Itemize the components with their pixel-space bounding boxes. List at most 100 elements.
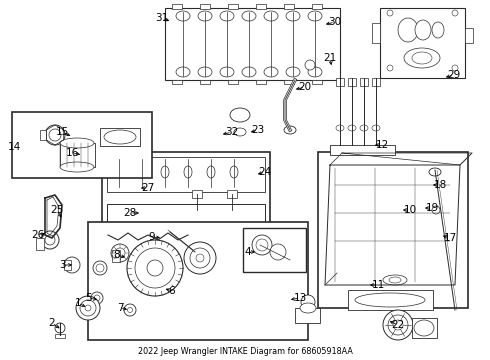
Bar: [12, 112, 152, 178]
Bar: [243, 228, 306, 272]
Text: 5: 5: [85, 293, 91, 303]
Ellipse shape: [300, 303, 316, 313]
Bar: [192, 190, 202, 198]
Bar: [40, 130, 46, 140]
Text: 29: 29: [447, 70, 461, 80]
Text: 15: 15: [55, 127, 69, 137]
Circle shape: [387, 65, 393, 71]
Text: 28: 28: [123, 208, 137, 218]
Text: 32: 32: [225, 127, 239, 137]
Text: 24: 24: [258, 167, 271, 177]
Circle shape: [452, 10, 458, 16]
Bar: [312, 4, 322, 9]
Circle shape: [301, 295, 315, 309]
Circle shape: [393, 320, 403, 330]
Circle shape: [85, 305, 91, 311]
Ellipse shape: [115, 166, 123, 178]
Circle shape: [127, 307, 132, 312]
Circle shape: [91, 292, 103, 304]
Bar: [88, 222, 308, 340]
Text: 23: 23: [251, 125, 265, 135]
Ellipse shape: [360, 125, 368, 131]
Text: 26: 26: [31, 230, 45, 240]
Circle shape: [111, 244, 129, 262]
Circle shape: [112, 250, 120, 258]
Bar: [318, 152, 468, 308]
Bar: [227, 190, 237, 198]
Text: 7: 7: [117, 303, 123, 313]
Text: 9: 9: [148, 232, 155, 242]
Bar: [330, 145, 395, 155]
Bar: [360, 78, 368, 86]
Ellipse shape: [286, 67, 300, 77]
Text: 27: 27: [142, 183, 155, 193]
Text: 12: 12: [375, 140, 389, 150]
Circle shape: [256, 239, 268, 251]
Text: 8: 8: [114, 250, 121, 260]
Ellipse shape: [184, 166, 192, 178]
Ellipse shape: [220, 11, 234, 21]
Ellipse shape: [234, 128, 246, 136]
Bar: [107, 157, 265, 192]
Ellipse shape: [198, 67, 212, 77]
Bar: [256, 4, 266, 9]
Ellipse shape: [242, 11, 256, 21]
Text: 31: 31: [155, 13, 169, 23]
Bar: [200, 4, 210, 9]
Ellipse shape: [389, 277, 401, 283]
Ellipse shape: [415, 20, 431, 40]
Bar: [465, 28, 473, 43]
Circle shape: [64, 257, 80, 273]
Bar: [100, 128, 140, 146]
Circle shape: [55, 323, 65, 333]
Bar: [312, 80, 322, 84]
Circle shape: [147, 260, 163, 276]
Circle shape: [41, 231, 59, 249]
Text: 18: 18: [433, 180, 446, 190]
Ellipse shape: [308, 67, 322, 77]
Ellipse shape: [355, 293, 425, 307]
Text: 11: 11: [371, 280, 385, 290]
Circle shape: [388, 315, 408, 335]
Bar: [295, 308, 320, 323]
Bar: [284, 4, 294, 9]
Circle shape: [80, 300, 96, 316]
Circle shape: [184, 242, 216, 274]
Bar: [284, 80, 294, 84]
Text: 2: 2: [49, 318, 55, 328]
Circle shape: [452, 65, 458, 71]
Bar: [372, 78, 380, 86]
Bar: [64, 260, 71, 270]
Ellipse shape: [176, 11, 190, 21]
Circle shape: [124, 304, 136, 316]
Bar: [102, 152, 270, 235]
Ellipse shape: [404, 48, 440, 68]
Ellipse shape: [60, 162, 94, 172]
Ellipse shape: [398, 18, 418, 42]
Bar: [348, 78, 356, 86]
Bar: [172, 4, 182, 9]
Bar: [336, 78, 344, 86]
Ellipse shape: [372, 125, 380, 131]
Circle shape: [305, 60, 315, 70]
Circle shape: [127, 240, 183, 296]
Ellipse shape: [414, 320, 434, 336]
Ellipse shape: [207, 166, 215, 178]
Ellipse shape: [230, 108, 250, 122]
Bar: [200, 80, 210, 84]
Bar: [165, 8, 340, 80]
Ellipse shape: [429, 168, 441, 176]
Circle shape: [383, 310, 413, 340]
Ellipse shape: [176, 67, 190, 77]
Bar: [412, 318, 437, 338]
Circle shape: [135, 248, 175, 288]
Circle shape: [76, 296, 100, 320]
Ellipse shape: [230, 166, 238, 178]
Text: 4: 4: [245, 247, 251, 257]
Circle shape: [252, 235, 272, 255]
Bar: [380, 8, 465, 78]
Ellipse shape: [60, 138, 94, 148]
Ellipse shape: [348, 125, 356, 131]
Ellipse shape: [220, 67, 234, 77]
Circle shape: [96, 264, 104, 272]
